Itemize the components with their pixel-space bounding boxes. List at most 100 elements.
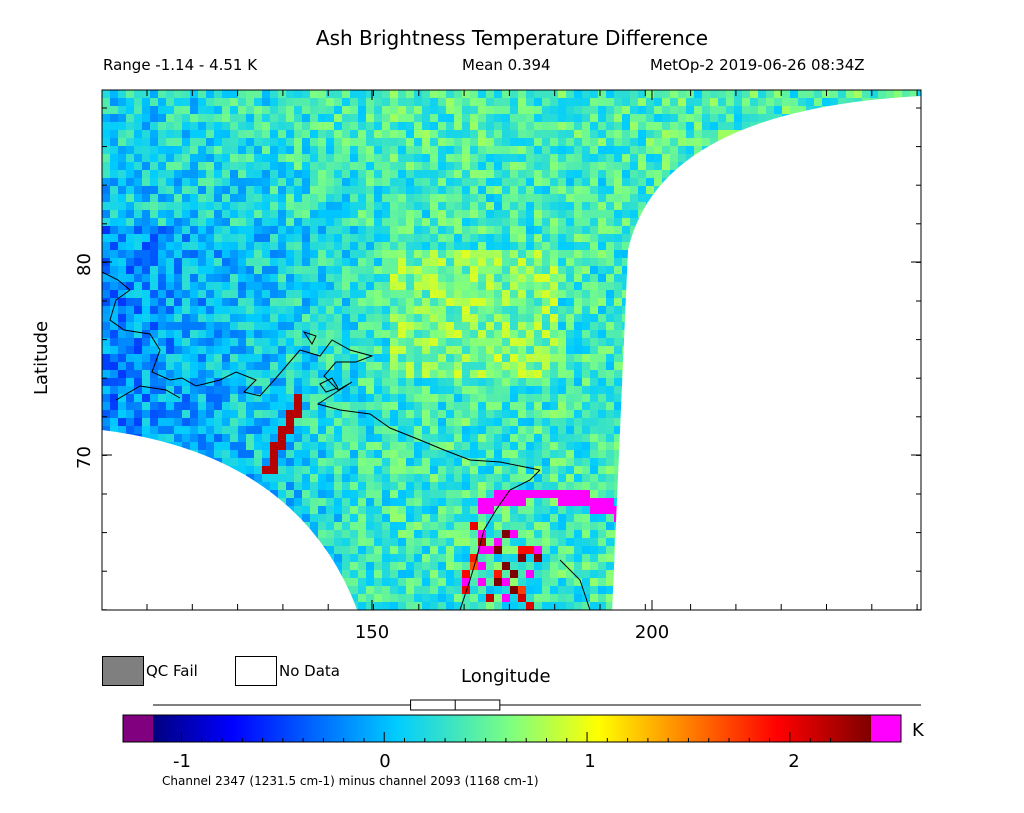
heatmap-cell <box>566 362 574 370</box>
heatmap-cell <box>310 274 318 282</box>
heatmap-cell <box>606 234 614 242</box>
heatmap-cell <box>222 330 230 338</box>
heatmap-cell <box>454 418 462 426</box>
heatmap-cell <box>542 442 550 450</box>
heatmap-cell <box>270 194 278 202</box>
heatmap-cell <box>454 186 462 194</box>
heatmap-cell <box>150 154 158 162</box>
heatmap-cell <box>318 226 326 234</box>
heatmap-cell <box>366 282 374 290</box>
heatmap-cell <box>590 354 598 362</box>
heatmap-cell <box>278 418 286 426</box>
heatmap-cell <box>182 178 190 186</box>
heatmap-cell <box>502 162 510 170</box>
heatmap-cell <box>318 362 326 370</box>
heatmap-cell <box>390 202 398 210</box>
heatmap-cell <box>382 402 390 410</box>
heatmap-cell <box>414 354 422 362</box>
heatmap-cell <box>446 306 454 314</box>
heatmap-cell <box>254 98 262 106</box>
heatmap-cell <box>494 210 502 218</box>
heatmap-cell <box>126 162 134 170</box>
heatmap-cell <box>214 322 222 330</box>
heatmap-cell <box>350 282 358 290</box>
heatmap-cell <box>446 194 454 202</box>
heatmap-cell <box>558 426 566 434</box>
heatmap-cell <box>190 378 198 386</box>
heatmap-cell <box>246 210 254 218</box>
heatmap-cell <box>126 186 134 194</box>
heatmap-cell <box>246 370 254 378</box>
heatmap-cell <box>462 178 470 186</box>
heatmap-cell <box>534 194 542 202</box>
heatmap-cell <box>638 98 646 106</box>
heatmap-cell <box>166 250 174 258</box>
heatmap-cell <box>510 170 518 178</box>
heatmap-cell <box>174 402 182 410</box>
heatmap-cell <box>566 130 574 138</box>
heatmap-cell <box>510 258 518 266</box>
heatmap-cell <box>342 210 350 218</box>
heatmap-cell <box>430 290 438 298</box>
heatmap-cell <box>518 194 526 202</box>
heatmap-cell <box>430 474 438 482</box>
heatmap-cell <box>166 354 174 362</box>
heatmap-cell <box>438 290 446 298</box>
heatmap-cell <box>550 442 558 450</box>
heatmap-cell <box>630 186 638 194</box>
heatmap-cell <box>582 306 590 314</box>
heatmap-cell <box>606 386 614 394</box>
heatmap-cell <box>478 170 486 178</box>
heatmap-cell <box>582 170 590 178</box>
heatmap-cell <box>462 266 470 274</box>
heatmap-cell <box>126 114 134 122</box>
heatmap-cell <box>286 466 294 474</box>
heatmap-cell <box>342 234 350 242</box>
heatmap-cell <box>502 386 510 394</box>
heatmap-cell <box>470 170 478 178</box>
heatmap-cell <box>110 210 118 218</box>
heatmap-cell <box>206 170 214 178</box>
heatmap-cell <box>510 330 518 338</box>
heatmap-cell <box>846 90 854 98</box>
heatmap-cell <box>438 394 446 402</box>
heatmap-cell <box>374 210 382 218</box>
heatmap-cell <box>318 370 326 378</box>
heatmap-cell <box>262 90 270 98</box>
heatmap-cell <box>278 106 286 114</box>
heatmap-cell <box>246 274 254 282</box>
heatmap-cell <box>502 442 510 450</box>
heatmap-cell <box>198 450 206 458</box>
heatmap-cell <box>510 450 518 458</box>
heatmap-cell <box>662 98 670 106</box>
heatmap-cell <box>566 354 574 362</box>
heatmap-cell <box>158 114 166 122</box>
heatmap-cell <box>222 90 230 98</box>
heatmap-cell <box>318 138 326 146</box>
heatmap-cell <box>278 98 286 106</box>
heatmap-cell <box>518 322 526 330</box>
heatmap-cell <box>150 210 158 218</box>
heatmap-cell <box>742 122 750 130</box>
heatmap-cell <box>222 218 230 226</box>
heatmap-cell <box>174 218 182 226</box>
heatmap-cell <box>510 458 518 466</box>
heatmap-cell <box>574 362 582 370</box>
heatmap-cell <box>414 202 422 210</box>
heatmap-cell <box>150 130 158 138</box>
heatmap-cell <box>318 282 326 290</box>
heatmap-cell <box>342 402 350 410</box>
heatmap-cell <box>126 202 134 210</box>
heatmap-cell <box>302 394 310 402</box>
heatmap-cell <box>278 210 286 218</box>
heatmap-cell <box>262 370 270 378</box>
heatmap-cell <box>142 394 150 402</box>
heatmap-cell <box>558 290 566 298</box>
heatmap-cell <box>350 242 358 250</box>
heatmap-cell <box>422 394 430 402</box>
heatmap-cell <box>374 402 382 410</box>
heatmap-cell <box>470 98 478 106</box>
heatmap-cell <box>494 274 502 282</box>
heatmap-cell <box>526 386 534 394</box>
heatmap-cell <box>630 90 638 98</box>
